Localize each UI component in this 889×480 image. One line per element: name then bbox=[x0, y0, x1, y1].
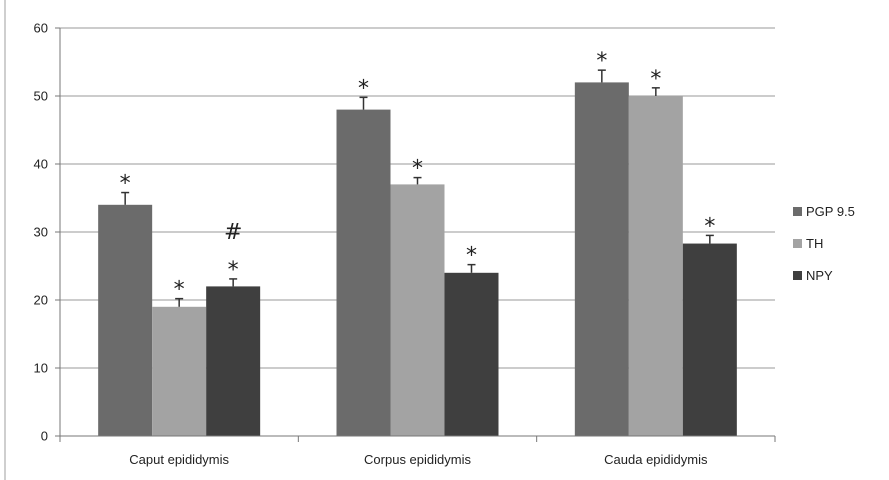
significance-asterisk: * bbox=[358, 76, 369, 101]
bar-pgp-9-5-3 bbox=[574, 82, 629, 437]
y-tick-label: 40 bbox=[34, 157, 48, 172]
x-category-label: Caput epididymis bbox=[129, 452, 229, 467]
axes bbox=[55, 27, 776, 442]
y-tick-label: 0 bbox=[41, 429, 48, 444]
x-category-label: Cauda epididymis bbox=[604, 452, 708, 467]
bar-th-1 bbox=[152, 306, 207, 436]
y-tick-label: 10 bbox=[34, 361, 48, 376]
legend-swatch bbox=[793, 207, 802, 216]
bar-th-3 bbox=[628, 96, 683, 436]
x-category-labels: Caput epididymis Corpus epididymis Cauda e… bbox=[129, 452, 708, 467]
significance-asterisk: * bbox=[650, 67, 661, 92]
bar-pgp-9-5-2 bbox=[336, 109, 391, 436]
significance-asterisk: * bbox=[120, 172, 131, 197]
significance-asterisk: * bbox=[596, 49, 607, 74]
y-tick-label: 20 bbox=[34, 293, 48, 308]
legend-label: TH bbox=[806, 236, 823, 251]
significance-asterisk: * bbox=[228, 258, 239, 283]
significance-asterisk: * bbox=[704, 214, 715, 239]
significance-asterisk: * bbox=[412, 157, 423, 182]
x-category-label: Corpus epididymis bbox=[364, 452, 471, 467]
significance-markers: * * * # * * * * * * bbox=[120, 49, 716, 302]
bar-npy-1 bbox=[206, 286, 261, 436]
legend-label: PGP 9.5 bbox=[806, 204, 855, 219]
significance-hash: # bbox=[224, 220, 242, 245]
y-tick-label: 30 bbox=[34, 225, 48, 240]
bar-npy-2 bbox=[444, 272, 499, 436]
bar-npy-3 bbox=[682, 243, 737, 436]
significance-asterisk: * bbox=[466, 244, 477, 269]
legend: PGP 9.5 TH NPY bbox=[793, 204, 855, 283]
y-tick-labels: 0 10 20 30 40 50 60 bbox=[34, 21, 48, 444]
significance-asterisk: * bbox=[174, 278, 185, 303]
y-tick-label: 60 bbox=[34, 21, 48, 36]
bar-th-2 bbox=[390, 184, 445, 436]
bars bbox=[98, 69, 737, 437]
legend-swatch bbox=[793, 271, 802, 280]
bar-pgp-9-5-1 bbox=[98, 204, 153, 436]
legend-swatch bbox=[793, 239, 802, 248]
y-tick-label: 50 bbox=[34, 89, 48, 104]
legend-label: NPY bbox=[806, 268, 833, 283]
